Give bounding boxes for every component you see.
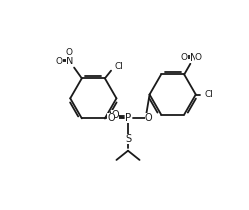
Text: P: P xyxy=(125,113,131,123)
Text: O: O xyxy=(181,53,188,62)
Text: O: O xyxy=(107,113,115,123)
Text: O: O xyxy=(56,57,63,66)
Text: O: O xyxy=(111,110,119,119)
Text: N: N xyxy=(190,52,197,63)
Text: Cl: Cl xyxy=(205,90,214,99)
Text: O: O xyxy=(145,113,153,123)
Text: S: S xyxy=(125,134,131,144)
Text: N: N xyxy=(66,56,73,66)
Text: Cl: Cl xyxy=(115,62,124,71)
Text: O: O xyxy=(194,53,202,62)
Text: O: O xyxy=(66,49,73,57)
